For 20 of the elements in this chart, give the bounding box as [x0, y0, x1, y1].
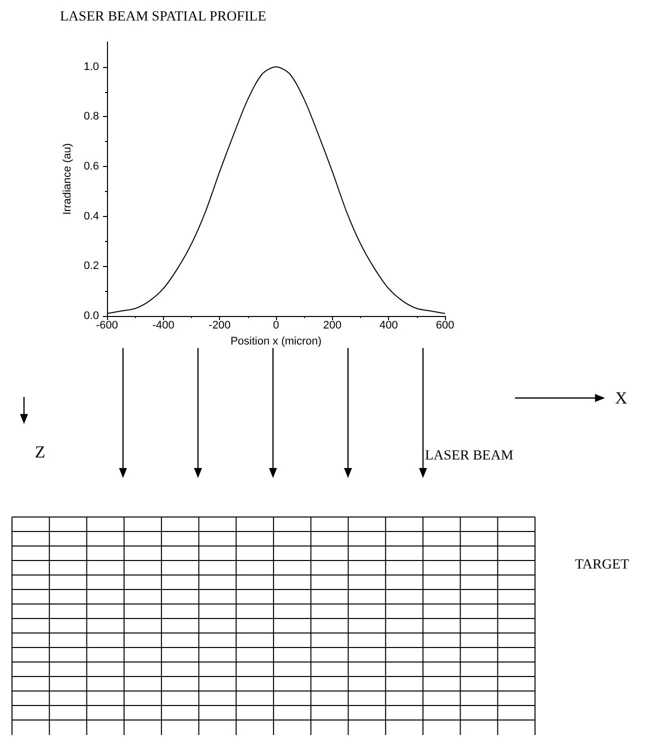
x-tick-label: 400	[379, 320, 398, 332]
chart-title: LASER BEAM SPATIAL PROFILE	[60, 10, 266, 24]
x-tick-label: 600	[436, 320, 454, 332]
text: X	[615, 388, 628, 408]
y-tick-label: 0.8	[84, 110, 99, 123]
y-tick-label: 0.6	[84, 160, 99, 173]
text: LASER BEAM	[425, 448, 514, 464]
text: TARGET	[575, 558, 630, 572]
y-tick-label: 0.4	[84, 210, 99, 222]
y-axis-title: Irradiance (au)	[61, 143, 74, 215]
x-tick-label: -400	[152, 320, 174, 332]
x-tick-label: -200	[208, 320, 231, 332]
y-tick-label: 0.0	[84, 310, 99, 322]
x-axis-title: Position x (micron)	[230, 336, 322, 348]
x-tick-label: 0	[272, 320, 280, 332]
x-tick-label: 200	[323, 320, 342, 332]
y-tick-label: 1.0	[84, 60, 99, 73]
text: Z	[34, 442, 46, 462]
y-tick-label: 0.2	[84, 260, 99, 272]
x-tick-label: -600	[96, 320, 118, 332]
